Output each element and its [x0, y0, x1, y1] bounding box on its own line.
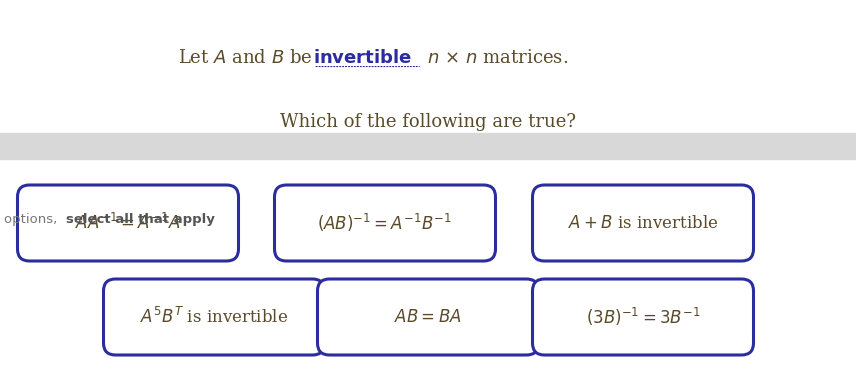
Text: $\mathit{n}$ $\times$ $\mathit{n}$ matrices.: $\mathit{n}$ $\times$ $\mathit{n}$ matri… — [422, 49, 568, 67]
Text: $(AB)^{-1} = A^{-1}B^{-1}$: $(AB)^{-1} = A^{-1}B^{-1}$ — [318, 212, 453, 234]
Text: $AA^{-1} = A^{-1}A$: $AA^{-1} = A^{-1}A$ — [75, 213, 181, 233]
Text: $(3B)^{-1} = 3B^{-1}$: $(3B)^{-1} = 3B^{-1}$ — [586, 306, 700, 328]
Text: select all that apply: select all that apply — [66, 214, 215, 226]
FancyBboxPatch shape — [532, 279, 753, 355]
FancyBboxPatch shape — [17, 185, 239, 261]
Text: options,: options, — [4, 214, 62, 226]
Text: $A^5 B^T$ is invertible: $A^5 B^T$ is invertible — [140, 307, 288, 327]
FancyBboxPatch shape — [275, 185, 496, 261]
Text: $A + B$ is invertible: $A + B$ is invertible — [568, 214, 718, 232]
Text: Which of the following are true?: Which of the following are true? — [280, 113, 576, 131]
Text: $\bf{invertible}$: $\bf{invertible}$ — [313, 49, 413, 67]
Text: $AB = BA$: $AB = BA$ — [394, 308, 462, 326]
FancyBboxPatch shape — [318, 279, 538, 355]
FancyBboxPatch shape — [104, 279, 324, 355]
Text: Let $\mathit{A}$ and $\mathit{B}$ be: Let $\mathit{A}$ and $\mathit{B}$ be — [178, 49, 313, 67]
FancyBboxPatch shape — [532, 185, 753, 261]
Bar — [0, 133, 856, 159]
